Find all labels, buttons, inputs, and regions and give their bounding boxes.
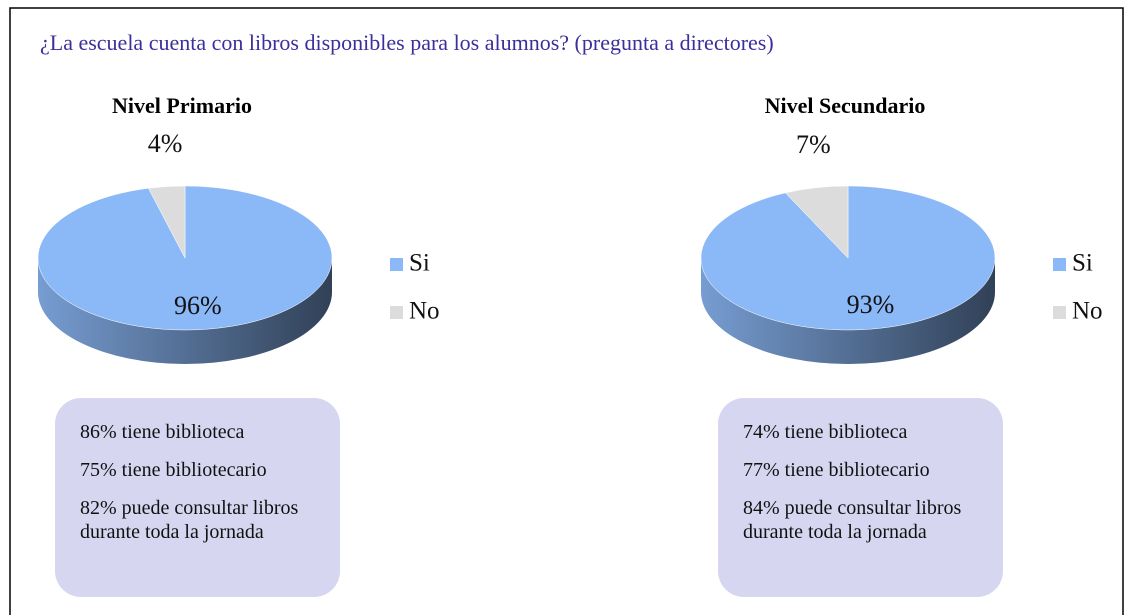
pie-slice <box>784 185 849 259</box>
data-label: 93% <box>847 290 895 319</box>
note: 84% puede consultar libros durante toda … <box>743 497 962 543</box>
legend-swatch <box>1053 306 1066 319</box>
chart-title: Nivel Primario <box>112 93 252 118</box>
pie-side-shade <box>701 258 995 364</box>
frame <box>9 7 1124 615</box>
chart-title: Nivel Secundario <box>765 93 926 118</box>
legend-label: No <box>409 298 440 325</box>
note-box: 74% tiene biblioteca 77% tiene bibliotec… <box>718 398 1003 597</box>
legend-label: Si <box>1072 250 1093 277</box>
legend-swatch <box>1053 258 1066 271</box>
note: 77% tiene bibliotecario <box>743 459 930 481</box>
note: 82% puede consultar libros durante toda … <box>80 497 299 543</box>
data-label: 7% <box>796 130 831 159</box>
legend-label: Si <box>409 250 430 277</box>
note-box: 86% tiene biblioteca 75% tiene bibliotec… <box>55 398 340 597</box>
note: 86% tiene biblioteca <box>80 421 245 443</box>
legend-swatch <box>390 306 403 319</box>
slide-title: ¿La escuela cuenta con libros disponible… <box>40 30 774 55</box>
legend-label: No <box>1072 298 1103 325</box>
pie-side-shade <box>38 258 332 364</box>
data-label: 4% <box>148 129 183 158</box>
pie-slice <box>148 185 186 259</box>
note: 75% tiene bibliotecario <box>80 459 267 481</box>
note: 74% tiene biblioteca <box>743 421 908 443</box>
legend-swatch <box>390 258 403 271</box>
data-label: 96% <box>174 291 222 320</box>
